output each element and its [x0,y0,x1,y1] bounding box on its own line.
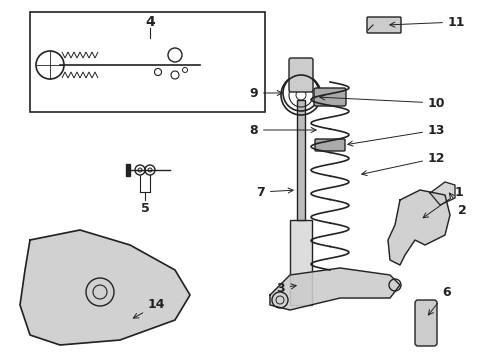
Polygon shape [430,182,455,205]
FancyBboxPatch shape [415,300,437,346]
Bar [30,12,265,112]
Text: 4: 4 [145,15,155,29]
Text: 11: 11 [390,15,466,28]
Text: 8: 8 [249,123,316,136]
FancyBboxPatch shape [289,58,313,92]
Polygon shape [270,268,400,310]
Polygon shape [20,230,190,345]
Text: 5: 5 [141,202,149,215]
Text: 6: 6 [428,285,451,315]
Polygon shape [388,190,450,265]
FancyBboxPatch shape [315,139,345,151]
Text: 9: 9 [249,86,282,99]
Text: 12: 12 [362,152,445,176]
Text: 3: 3 [276,282,296,294]
Text: 13: 13 [348,123,445,146]
Bar [297,100,305,220]
Text: 2: 2 [449,193,467,216]
Bar [290,220,312,305]
Text: 7: 7 [256,185,293,198]
Text: 1: 1 [423,185,464,218]
Bar [126,164,130,176]
Text: 14: 14 [133,298,166,318]
FancyBboxPatch shape [367,17,401,33]
FancyBboxPatch shape [314,88,346,106]
Text: 10: 10 [320,95,445,109]
